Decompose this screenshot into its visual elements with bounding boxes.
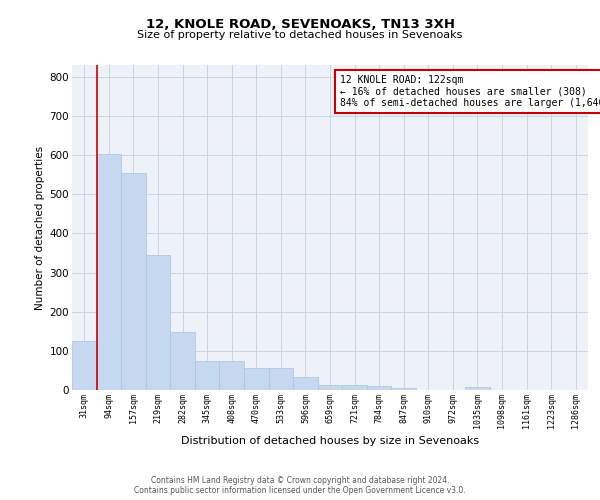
Bar [220,360,244,390]
Bar [195,360,220,390]
Text: Contains HM Land Registry data © Crown copyright and database right 2024.: Contains HM Land Registry data © Crown c… [151,476,449,485]
Text: Size of property relative to detached houses in Sevenoaks: Size of property relative to detached ho… [137,30,463,40]
Bar [367,386,391,390]
Bar [146,255,170,390]
Bar [170,332,195,390]
Text: 12, KNOLE ROAD, SEVENOAKS, TN13 3XH: 12, KNOLE ROAD, SEVENOAKS, TN13 3XH [146,18,455,30]
Bar [342,385,367,390]
Bar [465,388,490,390]
Bar [72,341,97,390]
Bar [318,384,342,390]
Y-axis label: Number of detached properties: Number of detached properties [35,146,46,310]
Bar [391,388,416,390]
Bar [97,154,121,390]
Bar [293,377,318,390]
Bar [121,174,146,390]
Text: 12 KNOLE ROAD: 122sqm
← 16% of detached houses are smaller (308)
84% of semi-det: 12 KNOLE ROAD: 122sqm ← 16% of detached … [340,74,600,108]
Bar [269,368,293,390]
X-axis label: Distribution of detached houses by size in Sevenoaks: Distribution of detached houses by size … [181,436,479,446]
Text: Contains public sector information licensed under the Open Government Licence v3: Contains public sector information licen… [134,486,466,495]
Bar [244,368,269,390]
